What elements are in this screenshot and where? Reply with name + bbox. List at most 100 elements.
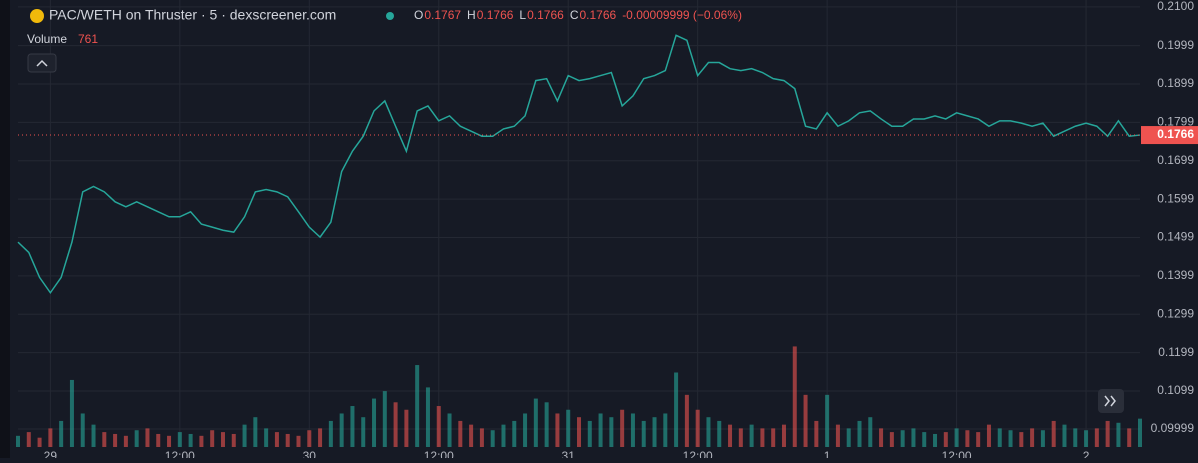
x-tick-label: 12:00 [424, 449, 454, 458]
y-tick-label: 0.1499 [1157, 230, 1194, 244]
volume-bar [1094, 428, 1099, 447]
volume-bar [1138, 418, 1142, 447]
volume-bar [167, 435, 172, 447]
volume-bar [922, 432, 927, 447]
volume-bar [728, 424, 733, 447]
volume-last: 761 [78, 32, 98, 46]
y-tick-label: 0.1699 [1157, 153, 1194, 167]
volume-bar [781, 424, 786, 447]
volume-bar [717, 420, 722, 447]
grid [18, 0, 1140, 447]
volume-bar [846, 428, 851, 447]
volume-bar [1084, 430, 1089, 447]
volume-bar [447, 413, 452, 447]
volume-bar [199, 435, 204, 447]
x-tick-label: 12:00 [165, 449, 195, 458]
volume-bar [879, 428, 884, 447]
volume-bar [630, 413, 635, 447]
y-tick-label: 0.1999 [1157, 38, 1194, 52]
x-tick-label: 31 [562, 449, 576, 458]
volume-bar [1105, 420, 1110, 447]
x-tick-label: 1 [824, 449, 831, 458]
x-tick-label: 2 [1083, 449, 1090, 458]
volume-bar [652, 417, 657, 447]
volume-bar [231, 433, 236, 447]
volume-bar [814, 420, 819, 447]
volume-bar [1127, 428, 1132, 447]
volume-bar [102, 432, 107, 447]
volume-bar [857, 420, 862, 447]
volume-bar [188, 433, 193, 447]
volume-bar [436, 406, 441, 447]
volume-bar [512, 420, 517, 447]
x-tick-label: 29 [44, 449, 58, 458]
volume-bar [695, 409, 700, 447]
volume-bar [382, 391, 387, 447]
volume-bar [620, 409, 625, 447]
volume-bar [490, 430, 495, 447]
volume-bar [749, 424, 754, 447]
volume-bar [1030, 428, 1035, 447]
volume-bar [577, 417, 581, 447]
y-tick-label: 0.1199 [1158, 345, 1194, 359]
volume-bar [760, 428, 765, 447]
volume-bar [771, 428, 776, 447]
volume-bar [954, 428, 959, 447]
volume-bar [825, 394, 830, 447]
volume-bar [641, 420, 646, 447]
volume-bar [274, 432, 279, 447]
volume-bar [242, 424, 247, 447]
volume-bar [307, 430, 312, 447]
volume-bar [965, 430, 970, 447]
volume-bar [37, 437, 42, 447]
volume-bar [587, 420, 592, 447]
volume-bar [976, 432, 981, 447]
volume-bar [684, 394, 689, 447]
volume-bar [210, 430, 215, 447]
volume-bar [889, 432, 894, 447]
volume-label: Volume [27, 32, 67, 46]
change: -0.00009999 (−0.06%) [622, 8, 742, 22]
volume-bar [404, 409, 409, 447]
collapse-button[interactable] [27, 53, 57, 73]
volume-bar [469, 424, 474, 447]
volume-bar [663, 413, 668, 447]
volume-bar [91, 424, 96, 447]
left-strip [0, 0, 10, 458]
volume-bar [544, 402, 549, 447]
volume-bar [48, 428, 53, 447]
volume-bar [479, 428, 484, 447]
volume-bar [986, 424, 991, 447]
volume-bar [415, 365, 420, 447]
volume-bar [177, 432, 182, 447]
volume-bar [339, 413, 344, 447]
volume-bar [598, 413, 603, 447]
volume-bar [296, 435, 301, 447]
volume-bar [609, 417, 614, 447]
y-tick-label: 0.1399 [1157, 268, 1194, 282]
ohlc-value: 0.1766 [579, 8, 616, 22]
volume [16, 346, 1142, 447]
y-tick-label: 0.1799 [1157, 115, 1194, 129]
volume-bar [156, 433, 161, 447]
volume-bar [533, 398, 538, 447]
x-tick-label: 12:00 [942, 449, 972, 458]
volume-bar [868, 417, 873, 447]
last-price-label: 0.1766 [1157, 127, 1194, 141]
x-tick-label: 30 [303, 449, 317, 458]
volume-bar [706, 417, 711, 447]
plot [17, 34, 1141, 295]
volume-bar [145, 428, 150, 447]
volume-bar [458, 420, 463, 447]
volume-bar [59, 420, 64, 447]
volume-bar [1062, 424, 1067, 447]
volume-bar [501, 424, 506, 447]
volume-bar [372, 398, 377, 447]
scroll-button[interactable] [1098, 389, 1124, 413]
volume-bar [523, 413, 528, 447]
ohlc: O 0.1767 H 0.1766 L 0.1766 C 0.1766 -0.00009999 … [414, 8, 742, 22]
volume-bar [1008, 430, 1013, 447]
volume-bar [80, 413, 85, 447]
